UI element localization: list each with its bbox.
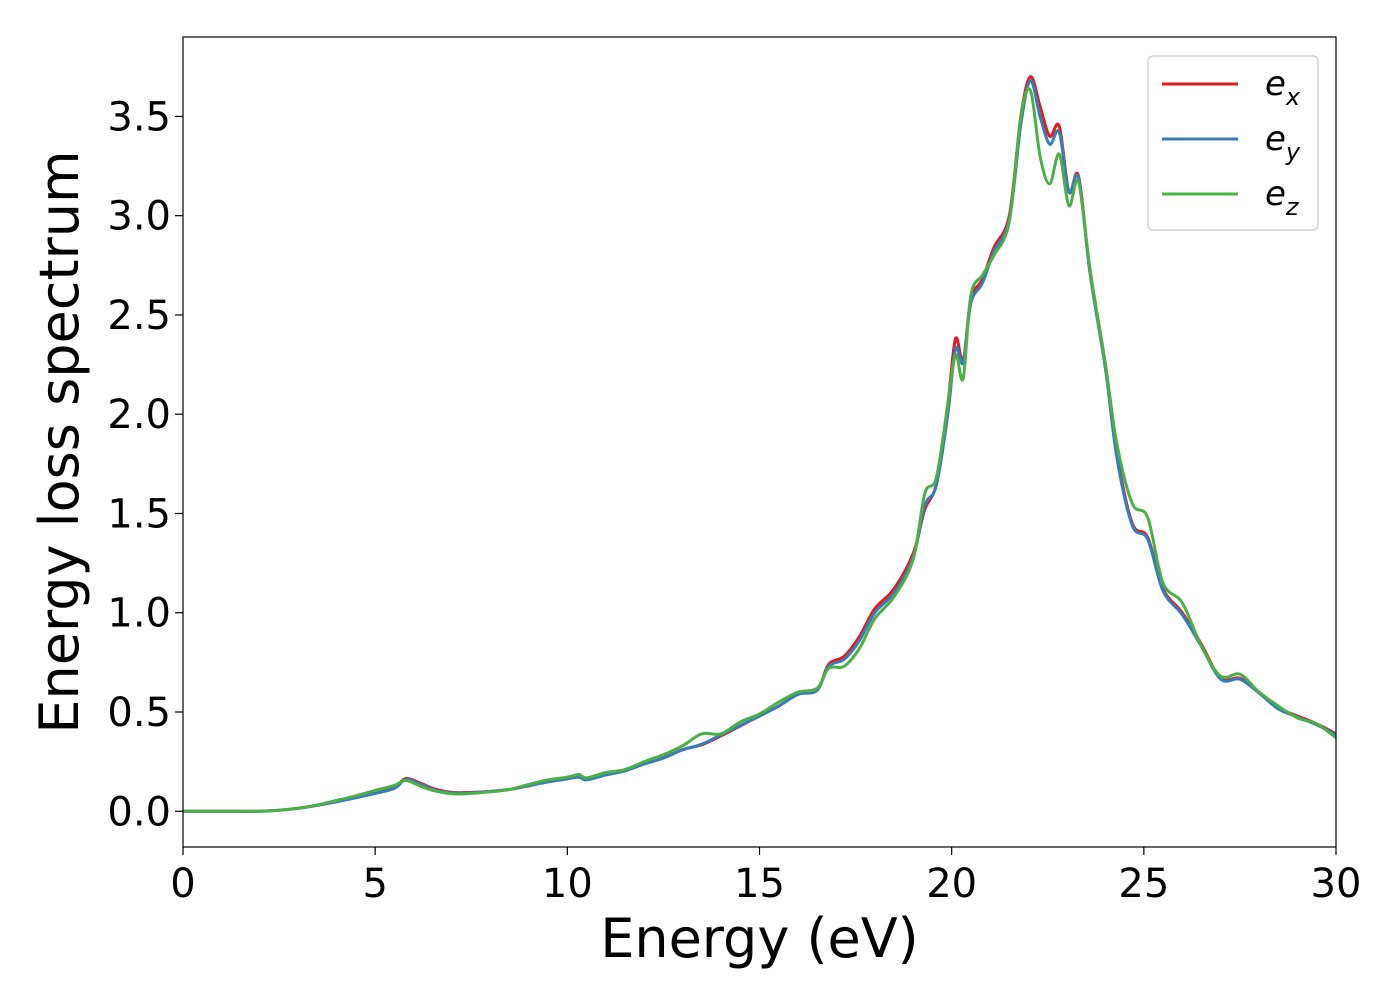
legend-label: ez xyxy=(1265,174,1300,221)
y-tick-label: 3.0 xyxy=(107,194,171,240)
y-tick-label: 2.5 xyxy=(107,293,171,339)
x-tick-label: 15 xyxy=(734,861,785,907)
y-axis-title: Energy loss spectrum xyxy=(28,150,91,733)
x-axis-title: Energy (eV) xyxy=(600,907,919,970)
x-tick-label: 20 xyxy=(926,861,977,907)
y-tick-label: 1.5 xyxy=(107,491,171,537)
y-tick-label: 0.0 xyxy=(107,789,171,835)
x-axis: 0 5 10 15 20 25 30 xyxy=(170,847,1361,907)
x-tick-label: 10 xyxy=(542,861,593,907)
y-tick-label: 2.0 xyxy=(107,392,171,438)
x-tick-label: 25 xyxy=(1118,861,1169,907)
legend: ex ey ez xyxy=(1147,55,1319,231)
legend-label: ey xyxy=(1265,119,1301,166)
x-tick-label: 30 xyxy=(1311,861,1362,907)
series-line-z xyxy=(183,87,1336,813)
legend-box xyxy=(1147,55,1319,231)
x-tick-label: 0 xyxy=(170,861,195,907)
series-layer xyxy=(183,75,1336,813)
y-tick-label: 0.5 xyxy=(107,690,171,736)
legend-label: ex xyxy=(1265,64,1301,111)
y-tick-label: 3.5 xyxy=(107,94,171,140)
y-axis: 0.0 0.5 1.0 1.5 2.0 2.5 3.0 3.5 xyxy=(107,94,183,835)
x-tick-label: 5 xyxy=(362,861,387,907)
y-tick-label: 1.0 xyxy=(107,591,171,637)
